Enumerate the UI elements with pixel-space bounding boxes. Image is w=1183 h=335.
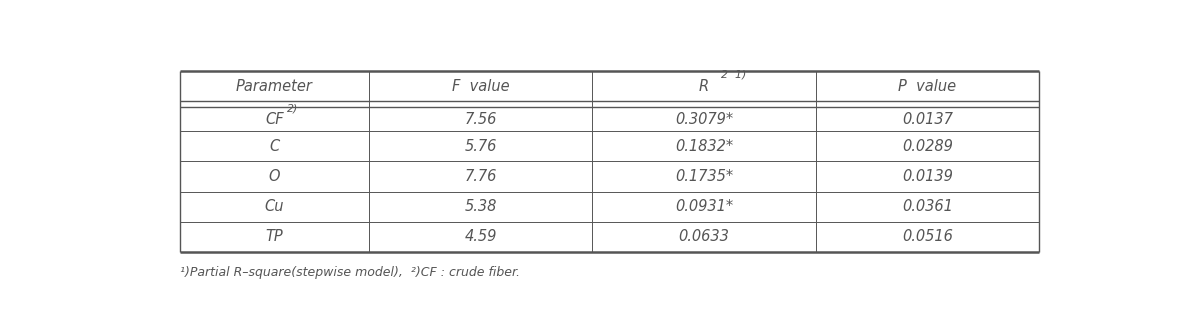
Text: 0.0633: 0.0633 [679, 229, 730, 244]
Text: 0.0516: 0.0516 [901, 229, 952, 244]
Text: C: C [270, 139, 279, 154]
Text: 0.0361: 0.0361 [901, 199, 952, 214]
Text: 4.59: 4.59 [465, 229, 497, 244]
Text: 0.0289: 0.0289 [901, 139, 952, 154]
Text: 0.0931*: 0.0931* [674, 199, 733, 214]
Text: P  value: P value [898, 79, 956, 94]
Text: 7.56: 7.56 [465, 112, 497, 127]
Text: 0.0139: 0.0139 [901, 169, 952, 184]
Text: 0.1735*: 0.1735* [674, 169, 733, 184]
Text: 2  1): 2 1) [720, 69, 746, 79]
Text: Parameter: Parameter [237, 79, 312, 94]
Text: O: O [269, 169, 280, 184]
Text: 0.1832*: 0.1832* [674, 139, 733, 154]
Text: F  value: F value [452, 79, 510, 94]
Text: 0.0137: 0.0137 [901, 112, 952, 127]
Text: 7.76: 7.76 [465, 169, 497, 184]
Text: 5.38: 5.38 [465, 199, 497, 214]
Text: TP: TP [266, 229, 284, 244]
Text: R: R [699, 79, 709, 94]
Text: CF: CF [265, 112, 284, 127]
Text: Cu: Cu [265, 199, 284, 214]
Text: ¹)Partial R–square(stepwise model),  ²)CF : crude fiber.: ¹)Partial R–square(stepwise model), ²)CF… [180, 266, 521, 279]
Text: 0.3079*: 0.3079* [674, 112, 733, 127]
Text: 5.76: 5.76 [465, 139, 497, 154]
Text: 2): 2) [287, 104, 298, 114]
